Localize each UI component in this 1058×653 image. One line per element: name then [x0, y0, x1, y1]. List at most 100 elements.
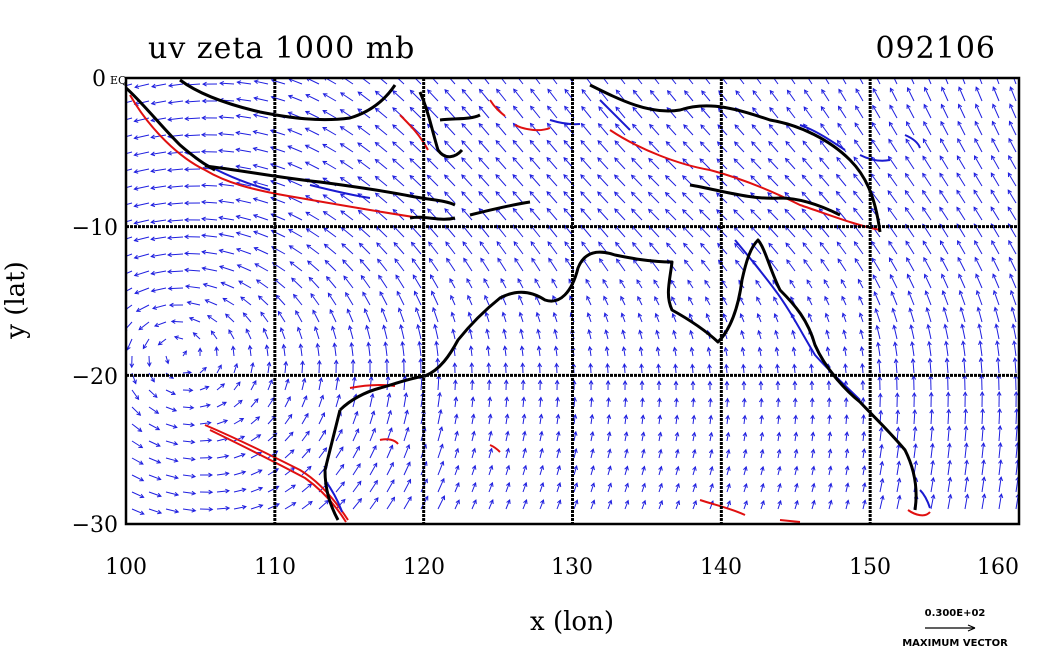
wind-vector-arrowhead	[505, 430, 510, 436]
wind-vector	[352, 498, 362, 510]
wind-vector	[913, 427, 916, 442]
wind-vector	[267, 379, 273, 391]
wind-vector	[301, 378, 306, 391]
wind-vector-arrowhead	[308, 276, 314, 282]
wind-vector-arrowhead	[769, 106, 774, 112]
wind-vector	[929, 358, 932, 374]
wind-vector	[539, 482, 544, 493]
wind-vector	[810, 364, 813, 374]
wind-vector	[547, 88, 558, 102]
wind-vector-arrowhead	[876, 341, 881, 347]
wind-vector	[767, 175, 779, 187]
wind-vector-arrowhead	[758, 380, 764, 386]
wind-vector	[946, 358, 949, 374]
wind-vector-arrowhead	[887, 190, 892, 195]
wind-vector	[267, 485, 279, 493]
wind-vector-arrowhead	[724, 397, 730, 403]
wind-vector-arrowhead	[810, 414, 815, 420]
wind-vector	[1013, 341, 1017, 357]
wind-vector-arrowhead	[500, 277, 505, 283]
wind-vector-arrowhead	[287, 212, 293, 217]
wind-vector	[148, 474, 161, 480]
wind-vector	[991, 240, 1000, 255]
wind-vector-arrowhead	[529, 190, 535, 196]
wind-vector	[641, 449, 645, 459]
wind-vector-arrowhead	[605, 362, 610, 368]
wind-vector-arrowhead	[792, 363, 797, 369]
wind-vector-arrowhead	[471, 430, 476, 436]
wind-vector-arrowhead	[909, 324, 914, 330]
wind-vector-arrowhead	[582, 73, 586, 77]
wind-vector-arrowhead	[839, 72, 842, 76]
wind-vector	[513, 123, 524, 136]
wind-vector-arrowhead	[664, 174, 670, 180]
wind-vector	[991, 257, 1000, 272]
wind-vector	[804, 89, 813, 102]
wind-vector-arrowhead	[980, 425, 986, 431]
wind-vector	[607, 432, 611, 442]
wind-vector	[270, 129, 286, 136]
wind-vector	[580, 157, 592, 170]
wind-vector	[126, 321, 133, 330]
wind-vector	[785, 158, 796, 170]
wind-vector	[588, 329, 592, 340]
wind-vector-arrowhead	[930, 442, 935, 448]
wind-vector-arrowhead	[700, 242, 705, 248]
wind-vector	[148, 423, 160, 431]
wind-vector-arrowhead	[342, 259, 347, 264]
wind-vector	[151, 100, 167, 105]
wind-vector-arrowhead	[513, 88, 518, 94]
wind-vector	[393, 242, 405, 255]
wind-vector	[655, 313, 660, 323]
wind-vector	[435, 341, 439, 357]
wind-vector-arrowhead	[133, 135, 139, 140]
wind-vector-arrowhead	[889, 273, 894, 279]
wind-vector	[734, 124, 745, 136]
wind-vector	[318, 412, 325, 425]
wind-vector-arrowhead	[707, 397, 713, 403]
wind-vector-arrowhead	[573, 482, 579, 488]
wind-vector	[733, 158, 745, 170]
wind-vector	[184, 252, 201, 255]
wind-vector-arrowhead	[133, 186, 139, 191]
wind-vector-arrowhead	[836, 241, 842, 247]
wind-vector	[168, 100, 184, 104]
wind-vector-arrowhead	[224, 471, 230, 477]
wind-vector-arrowhead	[580, 191, 585, 196]
wind-vector-arrowhead	[827, 431, 833, 437]
wind-vector-arrowhead	[522, 481, 528, 487]
positive-vorticity-contour	[399, 99, 551, 151]
wind-vector-arrowhead	[862, 499, 867, 505]
wind-vector-arrowhead	[776, 465, 782, 471]
wind-vector-arrowhead	[451, 328, 456, 334]
wind-vector-arrowhead	[287, 162, 293, 167]
wind-vector-arrowhead	[930, 476, 936, 482]
wind-vector	[674, 364, 677, 374]
wind-vector	[743, 449, 747, 459]
wind-vector	[876, 78, 881, 85]
wind-vector-arrowhead	[322, 194, 328, 199]
wind-vector-arrowhead	[287, 413, 293, 419]
wind-vector-arrowhead	[167, 201, 172, 207]
wind-vector-arrowhead	[892, 324, 897, 330]
wind-vector-arrowhead	[426, 157, 432, 163]
wind-vector	[733, 226, 745, 238]
wind-vector	[254, 97, 269, 102]
wind-vector-arrowhead	[483, 277, 488, 283]
wind-vector	[598, 106, 609, 119]
wind-vector	[454, 380, 457, 391]
wind-vector-arrowhead	[760, 482, 765, 488]
wind-vector-arrowhead	[709, 482, 714, 488]
wind-vector-arrowhead	[405, 443, 411, 449]
wind-vector-arrowhead	[241, 487, 247, 493]
wind-vector	[826, 330, 830, 340]
wind-vector-arrowhead	[512, 139, 518, 145]
wind-vector-arrowhead	[360, 274, 366, 280]
wind-vector-arrowhead	[992, 86, 997, 92]
wind-vector	[990, 206, 1000, 221]
wind-vector	[216, 507, 230, 510]
wind-vector	[185, 269, 201, 272]
wind-vector	[280, 327, 286, 340]
wind-vector-arrowhead	[450, 311, 456, 317]
wind-vector	[758, 347, 762, 357]
